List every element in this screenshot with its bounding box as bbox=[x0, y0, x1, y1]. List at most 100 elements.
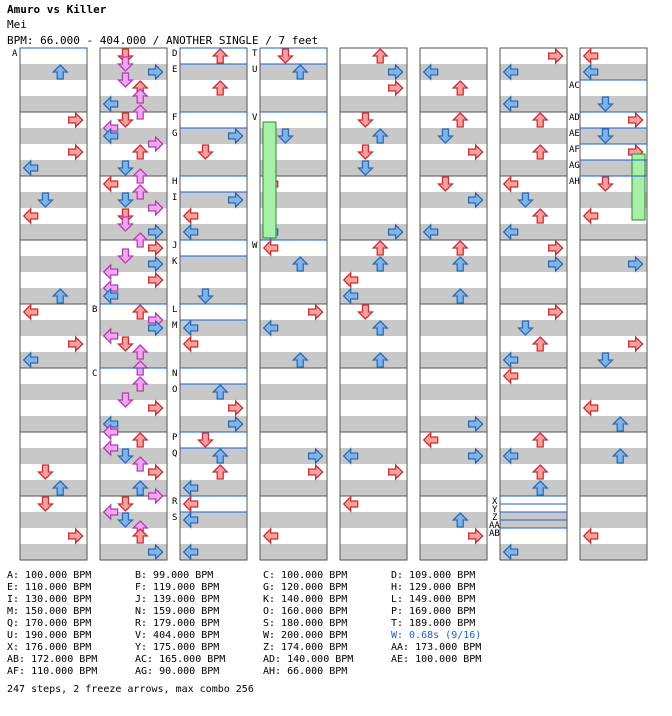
bpm-marker-label: G bbox=[172, 129, 177, 139]
step-arrow bbox=[116, 248, 135, 264]
step-arrow bbox=[131, 456, 149, 472]
step-arrow bbox=[467, 191, 484, 209]
step-arrow bbox=[211, 448, 229, 464]
beat-stripe bbox=[580, 384, 647, 400]
beat-stripe bbox=[180, 256, 247, 272]
beat-stripe bbox=[500, 256, 567, 272]
step-arrow bbox=[502, 223, 519, 241]
beat-stripe bbox=[100, 224, 167, 240]
step-arrow bbox=[182, 511, 199, 529]
bpm-marker-label: AB bbox=[489, 529, 500, 539]
step-arrow bbox=[387, 79, 404, 97]
beat-stripe bbox=[20, 512, 87, 528]
step-arrow bbox=[211, 48, 229, 64]
beat-stripe bbox=[180, 96, 247, 112]
step-arrow bbox=[51, 64, 69, 80]
step-arrow bbox=[371, 128, 389, 144]
step-arrow bbox=[182, 335, 199, 353]
bpm-marker-label: H bbox=[172, 177, 177, 187]
step-arrow bbox=[262, 319, 279, 337]
step-arrow bbox=[102, 503, 119, 521]
step-arrow bbox=[227, 127, 244, 145]
step-arrow bbox=[36, 192, 55, 208]
step-arrow bbox=[116, 112, 135, 128]
step-arrow bbox=[116, 336, 135, 352]
beat-stripe bbox=[260, 320, 327, 336]
step-arrow bbox=[436, 176, 455, 192]
step-chart: ABCDEFGHIJKLMNOPQRSTUVWXYZAAABACADAEAFAG… bbox=[12, 47, 648, 561]
step-arrow bbox=[36, 496, 55, 512]
beat-stripe bbox=[500, 448, 567, 464]
step-arrow bbox=[356, 144, 375, 160]
step-arrow bbox=[227, 191, 244, 209]
beat-stripe bbox=[500, 64, 567, 80]
step-arrow bbox=[627, 111, 644, 129]
artist-name: Mei bbox=[7, 18, 27, 31]
step-arrow bbox=[147, 255, 164, 273]
step-arrow bbox=[262, 239, 279, 257]
beat-stripe bbox=[500, 96, 567, 112]
bpm-entry: C: 100.000 BPM bbox=[263, 570, 348, 581]
bpm-summary: BPM: 66.000 - 404.000 / ANOTHER SINGLE /… bbox=[7, 34, 319, 47]
beat-stripe bbox=[340, 384, 407, 400]
bpm-marker-label: D bbox=[172, 49, 177, 59]
step-arrow bbox=[22, 207, 39, 225]
bpm-marker-label: I bbox=[172, 193, 177, 203]
beat-stripe bbox=[100, 96, 167, 112]
step-arrow bbox=[582, 527, 599, 545]
beat-stripe bbox=[20, 544, 87, 560]
step-arrow bbox=[451, 240, 469, 256]
beat-stripe bbox=[180, 416, 247, 432]
beat-stripe bbox=[20, 352, 87, 368]
bpm-entry: AC: 165.000 BPM bbox=[135, 654, 226, 665]
step-arrow bbox=[131, 344, 149, 360]
bpm-marker-label: Y bbox=[492, 505, 498, 515]
step-arrow bbox=[147, 399, 164, 417]
step-arrow bbox=[67, 143, 84, 161]
step-arrow bbox=[147, 543, 164, 561]
step-arrow bbox=[147, 271, 164, 289]
beat-stripe bbox=[500, 320, 567, 336]
step-arrow bbox=[102, 127, 119, 145]
beat-stripe bbox=[580, 256, 647, 272]
step-arrow bbox=[291, 64, 309, 80]
step-arrow bbox=[291, 352, 309, 368]
step-arrow bbox=[262, 527, 279, 545]
step-arrow bbox=[582, 207, 599, 225]
bpm-marker-label: AF bbox=[569, 145, 580, 155]
beat-stripe bbox=[20, 96, 87, 112]
step-arrow bbox=[596, 352, 615, 368]
beat-stripe bbox=[340, 416, 407, 432]
beat-stripe bbox=[420, 160, 487, 176]
step-arrow bbox=[451, 112, 469, 128]
beat-stripe bbox=[20, 128, 87, 144]
stop-entry: W: 0.68s (9/16) bbox=[391, 630, 482, 641]
beat-stripe bbox=[260, 128, 327, 144]
step-arrow bbox=[147, 239, 164, 257]
step-arrow bbox=[147, 135, 164, 153]
step-arrow bbox=[227, 415, 244, 433]
bpm-marker-label: X bbox=[492, 497, 498, 507]
beat-stripe bbox=[580, 64, 647, 80]
step-arrow bbox=[467, 143, 484, 161]
beat-stripe bbox=[420, 448, 487, 464]
bpm-entry: V: 404.000 BPM bbox=[135, 630, 220, 641]
step-arrow bbox=[547, 255, 564, 273]
beat-stripe bbox=[100, 512, 167, 528]
step-arrow bbox=[516, 320, 535, 336]
step-arrow bbox=[531, 464, 549, 480]
bpm-marker-label: A bbox=[12, 49, 18, 59]
step-arrow bbox=[147, 319, 164, 337]
bpm-marker-label: F bbox=[172, 113, 177, 123]
step-arrow bbox=[611, 448, 629, 464]
step-arrow bbox=[22, 159, 39, 177]
bpm-marker-label: B bbox=[92, 305, 97, 315]
beat-stripe bbox=[180, 544, 247, 560]
beat-stripe bbox=[20, 320, 87, 336]
bpm-marker-label: AH bbox=[569, 177, 580, 187]
beat-stripe bbox=[20, 416, 87, 432]
beat-stripe bbox=[580, 192, 647, 208]
step-arrow bbox=[502, 367, 519, 385]
beat-stripe bbox=[420, 384, 487, 400]
step-arrow bbox=[356, 160, 375, 176]
